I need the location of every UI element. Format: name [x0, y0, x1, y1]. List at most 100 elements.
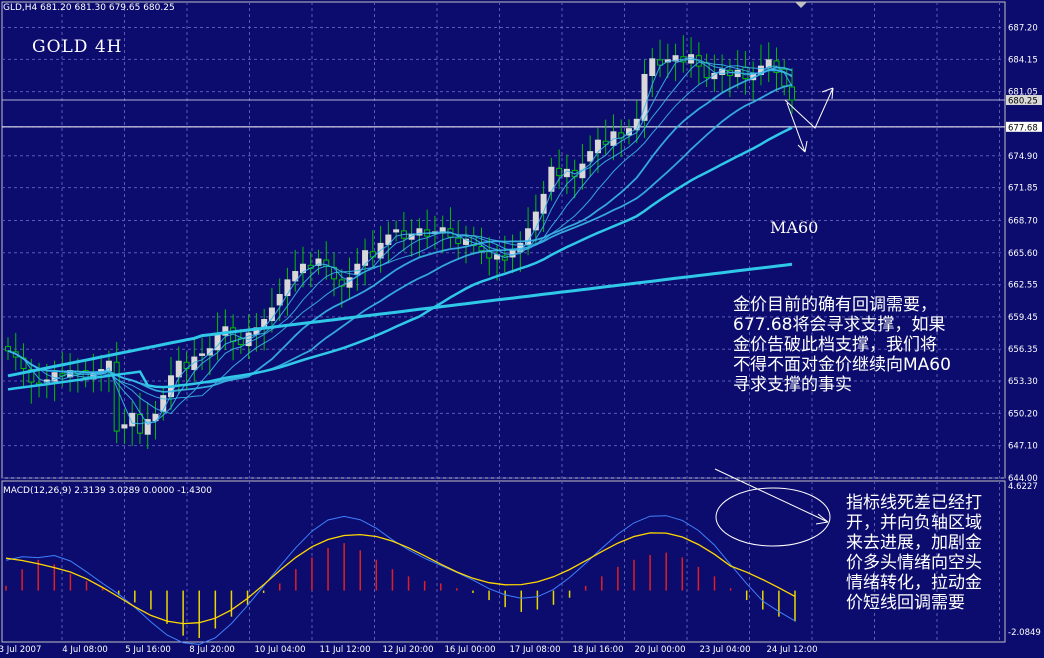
price-note-line: 金价告破此档支撑，我们将 — [733, 335, 937, 355]
macd-y-tick-label: 4.6227 — [1008, 482, 1038, 492]
candle-body — [362, 250, 369, 266]
x-tick-label: 24 Jul 12:00 — [767, 645, 818, 655]
y-tick-label: 674.90 — [1008, 152, 1038, 162]
ma-line — [7, 58, 793, 426]
x-tick-label: 17 Jul 08:00 — [510, 645, 561, 655]
candle-body — [393, 229, 400, 233]
chart-title: GOLD 4H — [32, 37, 123, 57]
projection-up-arrow — [784, 87, 834, 129]
candle-body — [789, 86, 795, 101]
x-tick-label: 23 Jul 04:00 — [700, 645, 751, 655]
macd-note-line: 情绪转化，拉动金 — [846, 573, 982, 593]
price-note: 金价目前的确有回调需要， 677.68将会寻求支撑，如果 金价告破此档支撑，我们… — [733, 295, 1028, 395]
x-tick-label: 20 Jul 00:00 — [635, 645, 686, 655]
candle-body — [587, 151, 594, 162]
macd-note-line: 来去进展，加剧金 — [846, 533, 982, 553]
candle-body — [657, 59, 664, 66]
candle-body — [633, 118, 640, 131]
candle-body — [237, 337, 244, 346]
x-tick-label: 18 Jul 16:00 — [573, 645, 624, 655]
candle-body — [556, 167, 563, 177]
x-tick-label: 3 Jul 2007 — [0, 645, 41, 655]
candle-body — [641, 73, 648, 121]
x-tick-label: 16 Jul 00:00 — [445, 645, 496, 655]
candle-body — [486, 251, 493, 259]
macd-y-tick-label: -2.0849 — [1008, 628, 1041, 638]
price-note-line: 677.68将会寻求支撑，如果 — [733, 315, 946, 335]
candle-body — [478, 246, 485, 252]
candle-body — [292, 271, 299, 282]
x-tick-label: 4 Jul 08:00 — [62, 645, 108, 655]
ma60-line — [7, 262, 793, 378]
projection-down-arrow — [786, 102, 808, 153]
candle-body — [121, 424, 128, 429]
y-tick-label: 668.70 — [1008, 216, 1038, 226]
y-tick-label: 684.15 — [1008, 55, 1038, 65]
candle-body — [462, 238, 469, 245]
candle-body — [672, 55, 679, 62]
macd-panel-border — [1, 480, 1006, 643]
candle-body — [532, 211, 539, 231]
price-note-line: 寻求支撑的事实 — [733, 375, 852, 395]
price-note-line: 金价目前的确有回调需要， — [733, 295, 937, 315]
candle-body — [688, 54, 695, 64]
macd-note-line: 指标线死差已经打 — [846, 493, 982, 513]
y-tick-label: 687.20 — [1008, 24, 1038, 34]
candle-body — [144, 419, 151, 435]
ma-line — [7, 56, 793, 425]
y-tick-label: 681.05 — [1008, 88, 1038, 98]
macd-note-line: 价短线回调需要 — [846, 593, 965, 613]
current-price-label: 680.25 — [1008, 97, 1038, 107]
candle-body — [284, 279, 291, 297]
candle-body — [540, 193, 547, 214]
y-tick-label: 647.10 — [1008, 442, 1038, 452]
price-panel-border — [1, 1, 1006, 479]
y-tick-label: 659.45 — [1008, 313, 1038, 323]
y-tick-label: 644.00 — [1008, 474, 1038, 484]
candle-body — [199, 353, 206, 356]
ma-line — [7, 61, 793, 415]
macd-note: 指标线死差已经打 开，并向负轴区域 来去进展，加剧金 价多头情绪向空头 情绪转化… — [846, 493, 1036, 613]
ma60-label: MA60 — [770, 218, 819, 237]
support-price-label: 677.68 — [1008, 123, 1038, 133]
symbol-info: GLD,H4 681.20 681.30 679.65 680.25 — [3, 3, 175, 13]
y-tick-label: 662.55 — [1008, 281, 1038, 291]
candle-body — [315, 258, 322, 266]
candle-body — [113, 361, 120, 432]
y-tick-label: 665.60 — [1008, 249, 1038, 259]
x-tick-label: 10 Jul 04:00 — [255, 645, 306, 655]
x-tick-label: 12 Jul 20:00 — [383, 645, 434, 655]
macd-highlight-ellipse — [715, 487, 831, 547]
ma-line — [7, 66, 793, 393]
x-tick-label: 5 Jul 16:00 — [125, 645, 171, 655]
y-tick-label: 653.30 — [1008, 377, 1038, 387]
y-tick-label: 656.35 — [1008, 345, 1038, 355]
macd-info: MACD(12,26,9) 2.3139 3.0289 0.0000 -1.43… — [3, 486, 213, 496]
candle-body — [338, 279, 345, 287]
candle-body — [129, 412, 136, 427]
current-price-box — [1006, 95, 1042, 106]
candle-body — [5, 346, 11, 352]
x-tick-label: 8 Jul 20:00 — [189, 645, 235, 655]
candle-body — [416, 228, 423, 236]
price-note-line: 不得不面对金价继续向MA60 — [733, 355, 951, 375]
candle-body — [276, 293, 283, 306]
candle-body — [525, 228, 532, 245]
macd-note-line: 开，并向负轴区域 — [846, 513, 982, 533]
ma40-line — [7, 126, 793, 391]
candle-body — [191, 356, 198, 371]
candle-body — [649, 58, 656, 77]
support-price-box — [1006, 121, 1042, 132]
y-tick-label: 671.85 — [1008, 184, 1038, 194]
signal-line — [5, 532, 796, 625]
candle-body — [222, 326, 229, 336]
scroll-marker-icon — [795, 2, 807, 8]
x-tick-label: 11 Jul 12:00 — [320, 645, 371, 655]
ma-line — [7, 83, 793, 389]
candle-body — [175, 360, 182, 378]
macd-arrow — [714, 468, 829, 525]
y-tick-label: 650.20 — [1008, 409, 1038, 419]
ma-line — [7, 65, 793, 400]
